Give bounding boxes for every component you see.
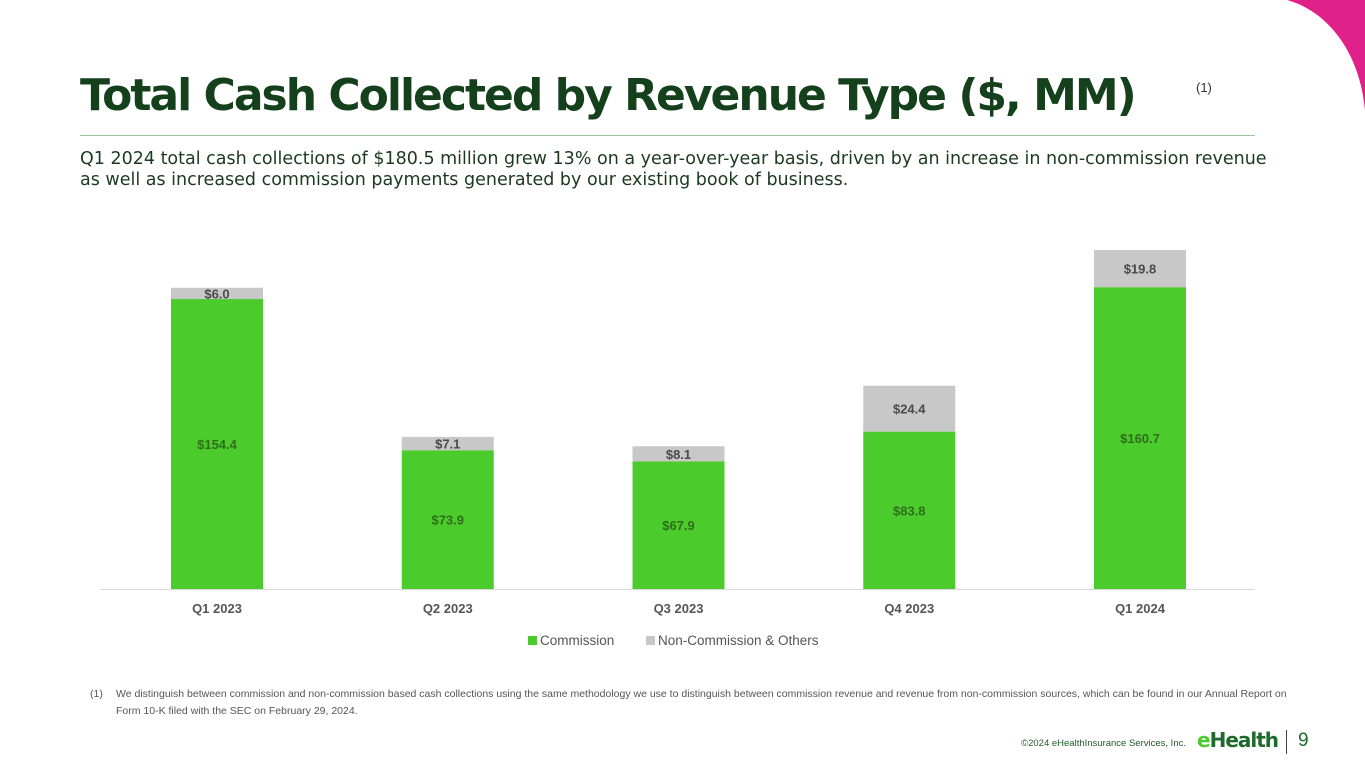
footnote-marker: (1): [1196, 80, 1212, 95]
data-label: $83.8: [893, 503, 926, 518]
x-tick-label: Q2 2023: [423, 601, 473, 616]
data-label: $67.9: [662, 518, 695, 533]
bar-non-commission: [171, 287, 263, 300]
bar-commission: [171, 299, 263, 589]
footnote-number: (1): [90, 688, 103, 700]
x-tick-label: Q4 2023: [884, 601, 934, 616]
legend-label: Non-Commission & Others: [658, 633, 819, 648]
x-tick-label: Q1 2024: [1115, 601, 1166, 616]
bar-non-commission: [632, 446, 725, 462]
legend-label: Commission: [540, 633, 614, 648]
data-label: $160.7: [1120, 431, 1160, 446]
bar-commission: [632, 461, 725, 589]
page-title: Total Cash Collected by Revenue Type ($,…: [80, 70, 1137, 121]
page-number: 9: [1298, 730, 1309, 751]
footnote: (1) We distinguish between commission an…: [90, 686, 1310, 720]
x-tick-label: Q3 2023: [654, 601, 704, 616]
bar-commission: [1094, 287, 1186, 589]
data-label: $8.1: [666, 447, 691, 462]
subtitle: Q1 2024 total cash collections of $180.5…: [80, 149, 1267, 190]
ehealth-logo: eHealth: [1197, 728, 1279, 752]
data-label: $19.8: [1124, 262, 1157, 277]
corner-decoration: [1287, 0, 1365, 110]
bar-commission: [401, 450, 494, 589]
title-divider: [80, 135, 1255, 136]
data-label: $73.9: [431, 513, 464, 528]
x-tick-label: Q1 2023: [192, 601, 242, 616]
data-label: $7.1: [435, 437, 460, 452]
copyright: ©2024 eHealthInsurance Services, Inc.: [1021, 738, 1186, 749]
footer-divider: [1286, 730, 1287, 754]
bar-non-commission: [863, 385, 956, 432]
legend-swatch: [646, 636, 655, 645]
footnote-text: We distinguish between commission and no…: [116, 688, 1287, 717]
data-label: $24.4: [893, 402, 926, 417]
bar-non-commission: [1094, 250, 1186, 288]
bar-non-commission: [401, 436, 494, 451]
data-label: $154.4: [197, 437, 238, 452]
legend-swatch: [528, 636, 537, 645]
data-label: $6.0: [204, 286, 229, 301]
bar-commission: [863, 431, 956, 589]
